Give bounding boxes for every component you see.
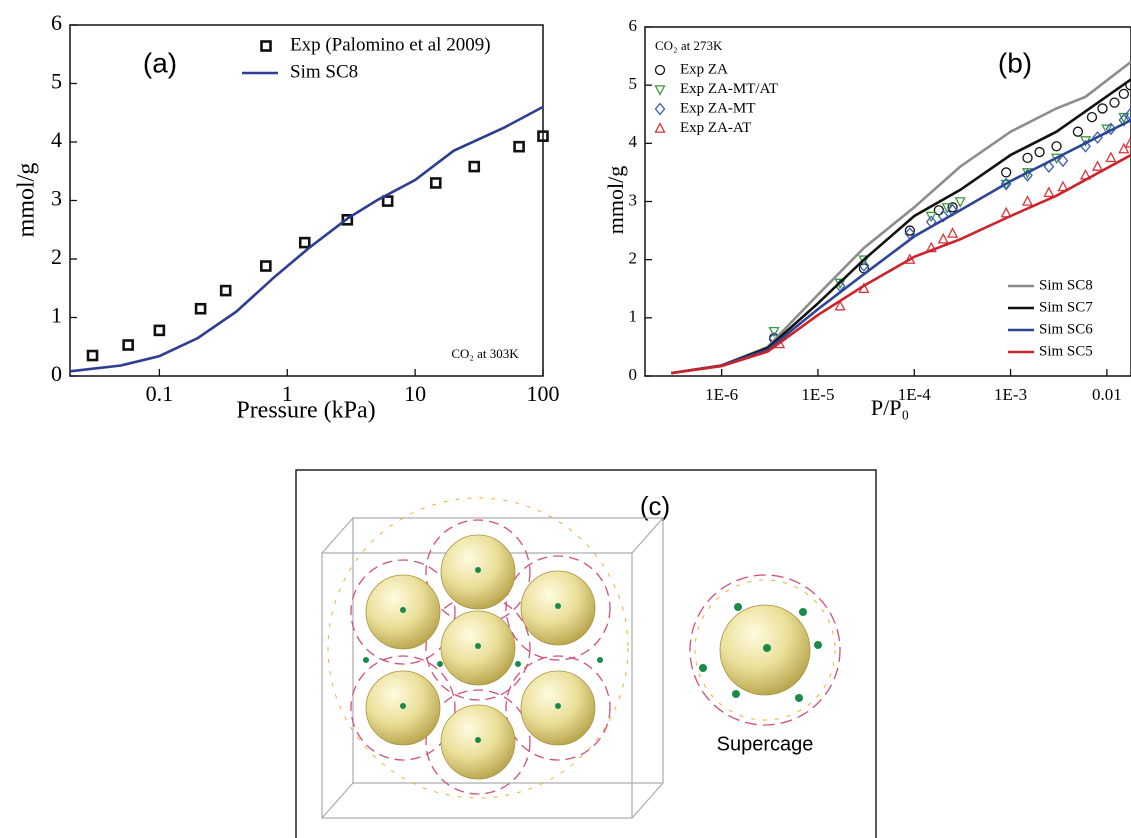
y-axis-label: mmol/g (14, 163, 40, 238)
data-point (1023, 153, 1032, 162)
data-point (470, 162, 479, 171)
x-tick-label: 100 (527, 381, 560, 406)
data-point (1093, 162, 1102, 171)
data-point (1035, 148, 1044, 157)
panel-label: (a) (143, 47, 177, 78)
legend-marker (656, 124, 665, 133)
legend-marker (656, 86, 665, 95)
figure: 0 1 2 3 4 5 6 0.1 1 10 100 Pressure (kPa) mmol/g (a) C… (0, 0, 1131, 838)
data-point (221, 286, 230, 295)
y-tick-label: 2 (629, 249, 638, 268)
data-point (124, 340, 133, 349)
data-point (196, 304, 205, 313)
y-tick-label: 0 (629, 365, 638, 384)
data-point (1023, 197, 1032, 206)
y-tick-label: 3 (51, 186, 62, 211)
x-tick-label: 0.01 (1092, 385, 1122, 404)
legend-label: Exp (Palomino et al 2009) (290, 34, 491, 55)
data-point (300, 238, 309, 247)
legend-label: Exp ZA-AT (680, 120, 751, 136)
data-point (1119, 89, 1128, 98)
panel-label: (b) (998, 47, 1032, 78)
panel-c: (c) Supercage (296, 470, 876, 838)
legend-label: Sim SC5 (1039, 343, 1093, 359)
legend-label: Sim SC8 (1039, 277, 1093, 293)
y-tick-label: 1 (51, 303, 62, 328)
data-point (1052, 142, 1061, 151)
data-point (948, 229, 957, 238)
series-line (671, 155, 1131, 373)
data-point (383, 197, 392, 206)
y-tick-label: 5 (629, 74, 638, 93)
y-tick-label: 3 (629, 190, 638, 209)
data-point (88, 351, 97, 360)
data-point (431, 178, 440, 187)
y-tick-label: 6 (51, 10, 62, 35)
data-point (1087, 113, 1096, 122)
x-axis-label: Pressure (kPa) (236, 398, 375, 424)
y-axis-label: mmol/g (603, 166, 628, 234)
data-point (1098, 104, 1107, 113)
data-point (939, 234, 948, 243)
x-tick-label: 0.1 (146, 381, 174, 406)
annotation: CO₂ at 303K (451, 346, 519, 361)
x-tick-label: 1E-5 (801, 385, 834, 404)
x-tick-label: 1E-3 (994, 385, 1027, 404)
y-tick-label: 0 (51, 361, 62, 386)
data-point (515, 142, 524, 151)
x-tick-label: 10 (404, 381, 426, 406)
legend-label: Exp ZA-MT (680, 100, 755, 116)
data-point (155, 326, 164, 335)
y-tick-label: 2 (51, 244, 62, 269)
data-point (261, 262, 270, 271)
y-tick-label: 6 (629, 16, 638, 35)
annotation: CO₂ at 273K (655, 38, 723, 53)
legend-marker (656, 104, 665, 115)
legend-label: Sim SC7 (1039, 299, 1093, 315)
data-point (1110, 98, 1119, 107)
legend-label: Sim SC8 (290, 61, 358, 82)
data-point (1073, 127, 1082, 136)
data-point (1002, 168, 1011, 177)
legend-label: Exp ZA (680, 61, 728, 77)
caption: Supercage (717, 733, 814, 755)
y-tick-label: 4 (51, 127, 62, 152)
x-axis-label: P/P₀ (871, 395, 909, 420)
y-tick-label: 4 (629, 132, 638, 151)
legend-label: Sim SC6 (1039, 321, 1093, 337)
x-tick-label: 1E-6 (705, 385, 738, 404)
data-point (1126, 138, 1131, 147)
data-point (1044, 188, 1053, 197)
y-tick-label: 1 (629, 307, 638, 326)
legend-marker (262, 42, 271, 51)
panel-label: (c) (640, 491, 670, 521)
legend-marker (656, 66, 665, 75)
data-point (1106, 153, 1115, 162)
y-tick-label: 5 (51, 69, 62, 94)
legend-label: Exp ZA-MT/AT (680, 81, 778, 97)
plot-area (70, 107, 548, 371)
